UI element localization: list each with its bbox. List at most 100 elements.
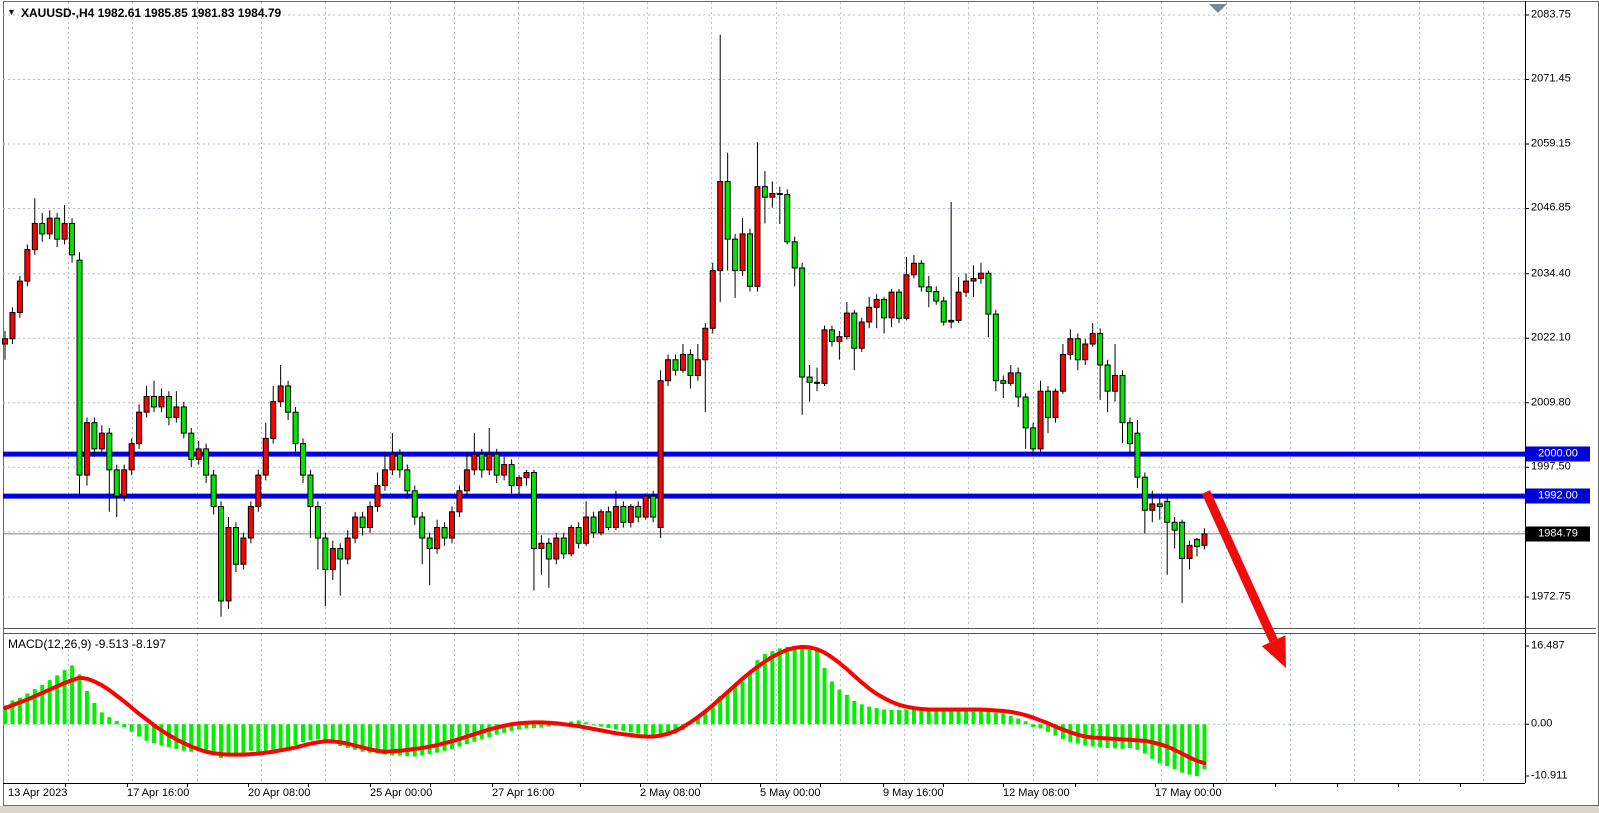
candle (977, 272, 984, 279)
candle (612, 506, 619, 529)
candle (1149, 503, 1156, 511)
candle (61, 222, 68, 240)
candle (627, 506, 634, 523)
macd-histogram-bar (360, 724, 365, 752)
candle (158, 395, 165, 408)
macd-histogram-bar (1098, 724, 1103, 748)
macd-histogram-bar (293, 724, 298, 746)
candle (866, 306, 873, 323)
macd-histogram-bar (956, 710, 961, 725)
macd-histogram-bar (606, 724, 611, 729)
candle (1156, 503, 1163, 508)
macd-histogram-bar (926, 708, 931, 725)
macd-histogram-bar (539, 724, 544, 728)
candle (463, 469, 470, 492)
chart-title: XAUUSD-,H4 1982.61 1985.85 1981.83 1984.… (21, 6, 282, 20)
macd-histogram-bar (546, 724, 551, 727)
candle (739, 233, 746, 272)
candle (1037, 390, 1044, 450)
candle (1171, 521, 1178, 531)
candle (672, 359, 679, 371)
macd-histogram-bar (882, 709, 887, 725)
macd-histogram-bar (1202, 724, 1207, 770)
candle (46, 217, 53, 235)
candle (955, 291, 962, 321)
price-axis-label: 2022.10 (1531, 331, 1571, 344)
price-axis-label: 2083.75 (1531, 8, 1571, 21)
candle (121, 469, 128, 497)
macd-histogram-bar (241, 724, 246, 753)
macd-histogram-bar (844, 694, 849, 725)
candle (307, 474, 314, 508)
candle (761, 186, 768, 198)
macd-histogram-bar (502, 724, 507, 733)
trend-arrow-head[interactable] (1261, 635, 1286, 668)
macd-histogram-bar (122, 724, 127, 728)
candle (635, 506, 642, 518)
candle (31, 222, 38, 251)
candle (1201, 533, 1208, 546)
candle (1052, 390, 1059, 418)
candle (821, 329, 828, 384)
time-axis-label: 25 Apr 00:00 (370, 787, 433, 799)
price-axis-label: 2009.80 (1531, 396, 1571, 409)
candle (24, 249, 31, 282)
macd-histogram-bar (666, 724, 671, 736)
macd-histogram-bar (345, 724, 350, 748)
macd-histogram-bar (405, 724, 410, 757)
macd-histogram-bar (189, 724, 194, 752)
macd-histogram-bar (695, 715, 700, 725)
macd-histogram-bar (159, 724, 164, 746)
macd-histogram-bar (390, 724, 395, 756)
candle (1186, 544, 1193, 559)
macd-histogram-bar (762, 654, 767, 725)
candle (419, 516, 426, 539)
trend-arrow-line[interactable] (1201, 490, 1278, 643)
macd-histogram-bar (323, 724, 328, 742)
candle (985, 272, 992, 315)
hline-price-badge: 1992.00 (1526, 488, 1590, 504)
candle (910, 262, 917, 276)
macd-histogram-bar (971, 710, 976, 725)
chart-shift-marker-icon[interactable] (1209, 4, 1227, 13)
candle (486, 453, 493, 471)
macd-histogram-bar (286, 724, 291, 748)
macd-histogram-bar (524, 724, 529, 729)
candle (203, 448, 210, 476)
time-axis-label: 5 May 00:00 (760, 787, 821, 799)
candle (590, 516, 597, 534)
macd-histogram-bar (211, 724, 216, 756)
macd-histogram-bar (628, 724, 633, 733)
macd-histogram-bar (338, 724, 343, 747)
ohlc-toggle-icon[interactable]: ▼ (7, 7, 16, 17)
candle (784, 194, 791, 243)
candle (210, 474, 217, 508)
macd-histogram-bar (897, 709, 901, 725)
candle (650, 495, 657, 518)
macd-histogram-bar (770, 651, 775, 725)
candle (769, 193, 776, 198)
candle (352, 516, 359, 539)
macd-histogram-bar (47, 680, 52, 725)
candle (98, 432, 105, 450)
time-axis-label: 20 Apr 08:00 (248, 787, 311, 799)
candle (381, 469, 388, 487)
candle (501, 464, 508, 476)
macd-histogram-bar (1180, 724, 1185, 773)
candle (225, 527, 232, 602)
candle (776, 193, 783, 196)
candle (1059, 354, 1066, 392)
candle (508, 464, 515, 487)
macd-histogram-bar (263, 724, 268, 754)
macd-histogram-bar (32, 689, 37, 725)
macd-histogram-bar (733, 686, 738, 725)
macd-histogram-bar (1016, 718, 1021, 725)
candle (799, 267, 806, 378)
candle (188, 432, 195, 460)
macd-histogram-bar (1105, 724, 1110, 748)
macd-histogram-bar (1090, 724, 1095, 747)
candle (367, 506, 374, 529)
candle (76, 259, 83, 476)
candle (1089, 333, 1096, 345)
